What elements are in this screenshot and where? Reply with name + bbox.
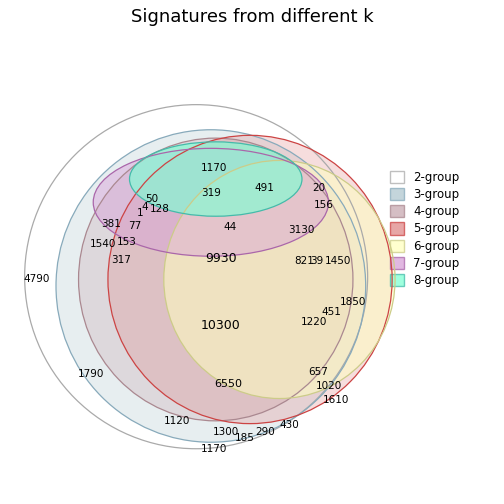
Text: 10300: 10300 bbox=[201, 320, 240, 333]
Text: 77: 77 bbox=[128, 221, 141, 230]
Text: 20: 20 bbox=[312, 183, 325, 194]
Text: 4: 4 bbox=[142, 202, 149, 212]
Ellipse shape bbox=[108, 136, 392, 424]
Text: 9930: 9930 bbox=[205, 251, 236, 265]
Text: 1610: 1610 bbox=[323, 395, 349, 405]
Text: 1540: 1540 bbox=[90, 239, 116, 249]
Text: 6550: 6550 bbox=[215, 379, 242, 389]
Text: 39: 39 bbox=[310, 256, 323, 266]
Text: 1790: 1790 bbox=[78, 369, 104, 380]
Text: 317: 317 bbox=[111, 255, 131, 265]
Text: 430: 430 bbox=[279, 420, 299, 430]
Text: 1170: 1170 bbox=[201, 163, 227, 173]
Text: 1300: 1300 bbox=[212, 427, 239, 437]
Text: 821: 821 bbox=[294, 256, 314, 266]
Ellipse shape bbox=[164, 160, 395, 399]
Text: 153: 153 bbox=[116, 237, 137, 247]
Text: 657: 657 bbox=[309, 367, 329, 377]
Text: 185: 185 bbox=[235, 432, 255, 443]
Text: 1020: 1020 bbox=[316, 382, 342, 392]
Text: 1120: 1120 bbox=[163, 416, 190, 426]
Text: 1450: 1450 bbox=[325, 256, 351, 266]
Legend: 2-group, 3-group, 4-group, 5-group, 6-group, 7-group, 8-group: 2-group, 3-group, 4-group, 5-group, 6-gr… bbox=[387, 167, 463, 290]
Text: 1220: 1220 bbox=[300, 317, 327, 327]
Text: 1170: 1170 bbox=[201, 444, 227, 454]
Ellipse shape bbox=[79, 138, 353, 421]
Text: 319: 319 bbox=[201, 188, 221, 198]
Title: Signatures from different k: Signatures from different k bbox=[131, 8, 373, 26]
Text: 128: 128 bbox=[150, 204, 170, 214]
Text: 4790: 4790 bbox=[23, 275, 49, 284]
Text: 44: 44 bbox=[224, 222, 237, 232]
Ellipse shape bbox=[56, 130, 366, 442]
Text: 451: 451 bbox=[322, 307, 341, 317]
Text: 50: 50 bbox=[146, 195, 159, 205]
Text: 1: 1 bbox=[137, 208, 144, 218]
Text: 156: 156 bbox=[313, 200, 334, 210]
Text: 3130: 3130 bbox=[288, 225, 314, 235]
Text: 1850: 1850 bbox=[340, 297, 366, 307]
Ellipse shape bbox=[93, 148, 329, 256]
Text: 290: 290 bbox=[255, 427, 275, 437]
Text: 381: 381 bbox=[101, 219, 121, 229]
Text: 491: 491 bbox=[255, 183, 275, 194]
Ellipse shape bbox=[130, 142, 302, 216]
